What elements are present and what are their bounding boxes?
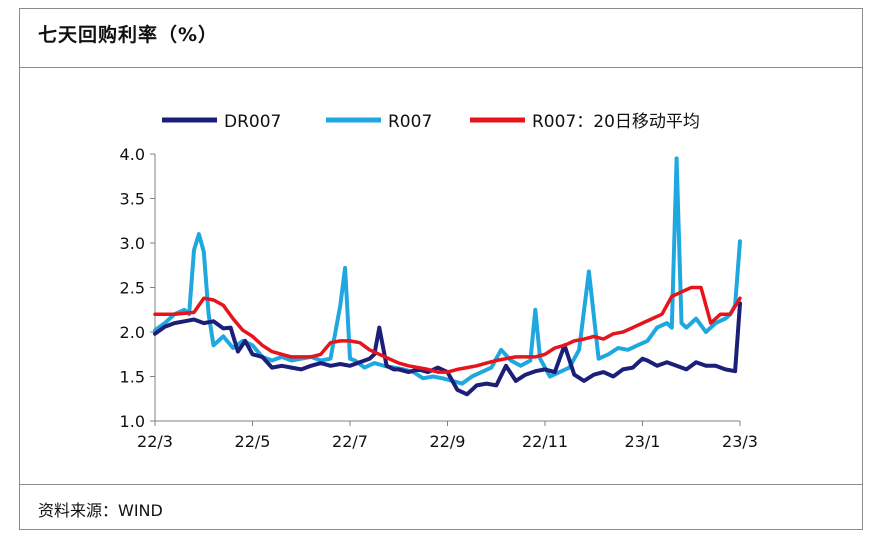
source-note: 资料来源：WIND [38, 501, 163, 520]
x-tick-label: 22/7 [332, 432, 368, 451]
series-line-1 [153, 156, 742, 386]
x-tick-label: 22/3 [137, 432, 173, 451]
chart-title: 七天回购利率（%） [38, 24, 219, 46]
series-line-2 [153, 285, 742, 374]
x-tick-label: 22/5 [235, 432, 271, 451]
y-tick-label: 2.5 [120, 279, 145, 298]
chart-frame [19, 8, 863, 530]
legend-label-0: DR007 [224, 112, 281, 132]
series-line-0 [153, 301, 742, 397]
y-tick-label: 4.0 [120, 145, 145, 164]
legend: DR007 R007 R007：20日移动平均 [162, 112, 700, 132]
x-tick-label: 22/9 [430, 432, 466, 451]
axes: 4.0 3.5 3.0 2.5 2.0 1.5 1.022/3 22/5 22/7 22/9 22/… [120, 145, 758, 451]
x-tick-label: 23/1 [625, 432, 661, 451]
title-divider [19, 67, 863, 68]
legend-label-2: R007：20日移动平均 [532, 112, 700, 132]
source-divider [19, 484, 863, 485]
y-tick-label: 1.5 [120, 368, 145, 387]
y-tick-label: 2.0 [120, 323, 145, 342]
legend-label-1: R007 [388, 112, 432, 132]
x-tick-label: 23/3 [722, 432, 758, 451]
y-tick-label: 3.0 [120, 234, 145, 253]
y-tick-label: 3.5 [120, 190, 145, 209]
x-tick-label: 22/11 [522, 432, 568, 451]
series-layer [153, 156, 742, 397]
y-tick-label: 1.0 [120, 412, 145, 431]
